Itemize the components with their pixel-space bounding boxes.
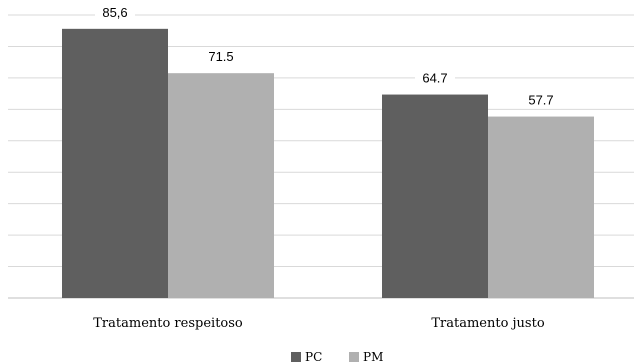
category-label: Tratamento respeitoso: [93, 316, 243, 331]
data-label: 85,6: [102, 5, 127, 20]
legend-label-pc: PC: [305, 350, 322, 364]
legend-label-pm: PM: [363, 350, 383, 364]
data-label: 64.7: [422, 71, 447, 86]
legend: PC PM: [291, 350, 383, 364]
bar-pm: [488, 116, 594, 298]
data-label-backdrop: [201, 50, 241, 66]
data-label-backdrop: [95, 5, 135, 21]
legend-swatch-pm: [349, 352, 359, 362]
bars: [62, 28, 594, 298]
data-label: 71.5: [208, 49, 233, 64]
category-label: Tratamento justo: [431, 316, 544, 331]
data-labels: 85,6 71.5 64.7 57.7: [95, 5, 561, 109]
data-label-backdrop: [521, 93, 561, 109]
bar-pm: [168, 73, 274, 298]
data-label-backdrop: [415, 71, 455, 87]
bar-pc: [62, 28, 168, 298]
category-labels: Tratamento respeitoso Tratamento justo: [93, 316, 545, 331]
legend-swatch-pc: [291, 352, 301, 362]
data-label: 57.7: [528, 93, 553, 108]
bar-pc: [382, 94, 488, 298]
